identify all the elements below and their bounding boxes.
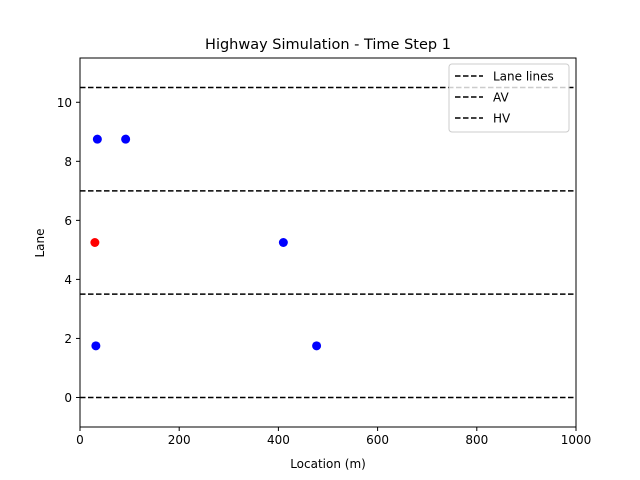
data-point-1-3	[91, 341, 101, 351]
x-tick-label: 200	[168, 433, 191, 447]
x-axis-label: Location (m)	[290, 457, 366, 471]
legend: Lane lines AV HV	[448, 63, 570, 133]
x-tick-label: 1000	[561, 433, 592, 447]
x-tick-label: 800	[465, 433, 488, 447]
plot-frame	[79, 57, 577, 428]
y-tick-label: 8	[64, 155, 72, 169]
y-tick-label: 10	[57, 96, 72, 110]
data-point-1-0	[92, 134, 102, 144]
data-point-0-0	[90, 238, 100, 247]
y-axis-label: Lane	[33, 228, 47, 257]
legend-label-hv: HV	[493, 112, 511, 126]
y-axis-ticks: 0 2 4 6 8 10	[57, 96, 80, 405]
data-point-1-2	[278, 238, 288, 247]
x-tick-label: 0	[76, 433, 84, 447]
x-tick-label: 400	[267, 433, 290, 447]
lane-lines	[80, 86, 576, 399]
y-tick-label: 2	[64, 332, 72, 346]
y-tick-label: 0	[64, 391, 72, 405]
data-points	[90, 134, 322, 351]
legend-label-av: AV	[493, 91, 509, 105]
data-point-1-1	[121, 134, 131, 144]
x-tick-label: 600	[366, 433, 389, 447]
data-point-1-4	[312, 341, 322, 351]
y-tick-label: 4	[64, 273, 72, 287]
y-tick-label: 6	[64, 214, 72, 228]
legend-box	[448, 63, 570, 133]
legend-label-lane-lines: Lane lines	[493, 70, 554, 84]
x-axis-ticks: 0 200 400 600 800 1000	[76, 427, 591, 447]
chart-title: Highway Simulation - Time Step 1	[205, 37, 451, 53]
